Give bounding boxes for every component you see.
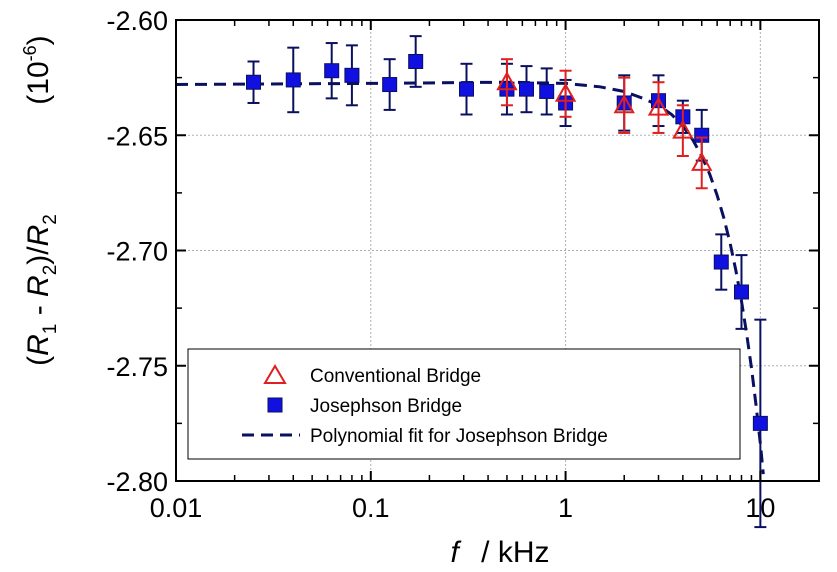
- y-tick-label: -2.65: [106, 121, 168, 151]
- conventional-point: [554, 82, 577, 102]
- legend-josephson-marker: [267, 397, 283, 413]
- x-axis-variable: f: [450, 536, 461, 569]
- y-tick-label: -2.60: [106, 6, 168, 36]
- conventional-point: [691, 151, 713, 171]
- y-unit-exponent: -6: [20, 45, 40, 61]
- conventional-point: [647, 96, 670, 116]
- legend: Conventional Bridge Josephson Bridge Pol…: [187, 348, 741, 460]
- conventional-point: [613, 94, 635, 114]
- y-title-minus: -: [22, 297, 55, 324]
- josephson-point: [344, 67, 360, 83]
- y-title-sub2: 2: [40, 265, 61, 276]
- y-axis-title: (R1 - R2)/R2: [22, 214, 61, 366]
- x-tick-label: 0.01: [150, 493, 203, 523]
- y-tick-labels: -2.60 -2.65 -2.70 -2.75 -2.80: [106, 6, 168, 497]
- josephson-point: [408, 53, 424, 69]
- y-title-open: (: [22, 356, 55, 366]
- x-tick-label: 0.1: [352, 493, 390, 523]
- y-title-r1: R: [22, 334, 55, 356]
- axis-ticks: [175, 19, 819, 482]
- josephson-point: [539, 83, 555, 99]
- x-tick-label: 10: [745, 493, 775, 523]
- y-unit-base: (10: [22, 61, 55, 104]
- y-tick-label: -2.70: [106, 237, 168, 267]
- josephson-point: [733, 284, 749, 300]
- legend-josephson-label: Josephson Bridge: [310, 396, 462, 417]
- josephson-point: [285, 72, 301, 88]
- conventional-point: [672, 119, 694, 139]
- y-tick-label: -2.75: [106, 352, 168, 382]
- y-title-r2: R: [22, 275, 55, 297]
- josephson-point: [458, 81, 474, 97]
- y-title-sub3: 2: [40, 214, 61, 225]
- y-title-sub1: 1: [40, 324, 61, 335]
- x-axis-title: f / kHz: [450, 536, 549, 569]
- y-tick-label: -2.80: [106, 467, 168, 497]
- josephson-point: [713, 254, 729, 270]
- y-unit-close: ): [22, 35, 55, 45]
- legend-fit-label: Polynomial fit for Josephson Bridge: [310, 426, 608, 447]
- x-axis-unit: / kHz: [481, 536, 549, 569]
- josephson-point: [752, 415, 768, 431]
- josephson-point: [246, 74, 262, 90]
- legend-conventional-marker: [263, 364, 287, 384]
- josephson-point: [324, 63, 340, 79]
- y-title-close: )/: [22, 246, 55, 265]
- y-axis-unit: (10-6): [20, 35, 55, 104]
- legend-conventional-label: Conventional Bridge: [310, 366, 481, 387]
- x-tick-labels: 0.01 0.1 1 10: [150, 493, 776, 523]
- x-tick-label: 1: [558, 493, 573, 523]
- josephson-point: [518, 81, 534, 97]
- y-title-r3: R: [22, 225, 55, 247]
- conventional-series: [496, 58, 713, 190]
- conventional-point: [496, 71, 518, 91]
- josephson-point: [382, 77, 398, 93]
